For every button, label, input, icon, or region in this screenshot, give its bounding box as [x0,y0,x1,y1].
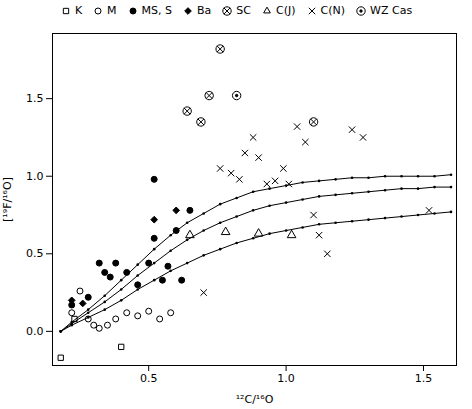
html-text:K: K [74,4,83,17]
svg-text:[¹⁹F/¹⁶O]: [¹⁹F/¹⁶O] [1,177,14,222]
html-text:WZ Cas: WZ Cas [370,4,413,17]
html-text:Ba: Ba [197,4,212,17]
html-text:M: M [107,4,117,17]
html-text:C(N): C(N) [320,4,345,17]
svg-text:¹²C/¹⁶O: ¹²C/¹⁶O [236,393,274,406]
svg-text:1.5: 1.5 [26,92,44,105]
svg-text:1.0: 1.0 [26,170,44,183]
svg-text:0.5: 0.5 [26,247,44,260]
svg-text:0.0: 0.0 [26,325,44,338]
html-text:MS, S: MS, S [141,4,173,17]
svg-text:1.0: 1.0 [277,372,295,385]
html-text:C(J): C(J) [276,4,296,17]
html-text:SC: SC [236,4,251,17]
svg-text:1.5: 1.5 [415,372,433,385]
svg-text:0.5: 0.5 [140,372,158,385]
